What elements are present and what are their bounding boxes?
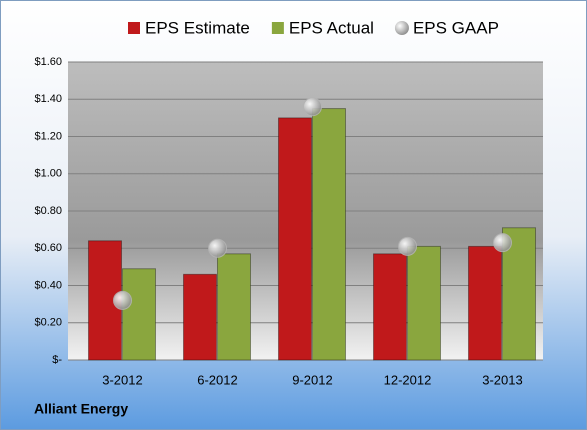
x-tick-label: 3-2012 xyxy=(102,372,142,387)
bar xyxy=(373,253,407,361)
y-tick-label: $0.80 xyxy=(34,205,62,217)
y-tick-label: $0.20 xyxy=(34,317,62,329)
bar xyxy=(217,253,251,361)
legend-label: EPS GAAP xyxy=(413,18,499,37)
bar xyxy=(468,245,502,361)
legend-swatch xyxy=(271,22,284,34)
y-tick-label: $1.00 xyxy=(34,168,62,180)
footer: Alliant Energy xyxy=(34,401,128,417)
y-tick-label: $- xyxy=(52,354,62,366)
gaap-dot xyxy=(303,97,322,117)
legend-swatch xyxy=(128,22,140,34)
gaap-dot xyxy=(113,290,132,310)
y-tick-label: $0.40 xyxy=(34,279,62,291)
bar xyxy=(312,108,346,361)
x-tick-label: 3-2013 xyxy=(482,372,522,387)
y-tick-label: $1.60 xyxy=(34,56,62,68)
x-tick-label: 6-2012 xyxy=(197,372,237,387)
legend-swatch xyxy=(394,21,409,35)
x-tick-label: 12-2012 xyxy=(384,372,432,387)
y-tick-label: $1.20 xyxy=(34,130,62,142)
legend-label: EPS Actual xyxy=(289,18,374,37)
bar xyxy=(278,117,312,361)
gaap-dot xyxy=(208,238,227,258)
y-tick-label: $0.60 xyxy=(34,242,62,254)
y-tick-label: $1.40 xyxy=(34,93,62,105)
x-tick-label: 9-2012 xyxy=(292,372,332,387)
gaap-dot xyxy=(493,233,512,253)
legend-label: EPS Estimate xyxy=(145,18,250,37)
gaap-dot xyxy=(398,236,417,256)
bar xyxy=(183,273,217,361)
bar xyxy=(122,268,156,361)
bar xyxy=(407,245,441,361)
